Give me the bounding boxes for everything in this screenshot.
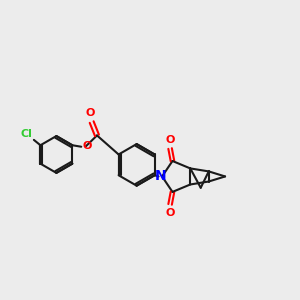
Text: Cl: Cl [20,129,32,139]
Text: O: O [165,208,175,218]
Text: N: N [155,169,167,184]
Text: O: O [82,141,92,151]
Text: O: O [165,135,175,145]
Text: O: O [85,109,95,118]
